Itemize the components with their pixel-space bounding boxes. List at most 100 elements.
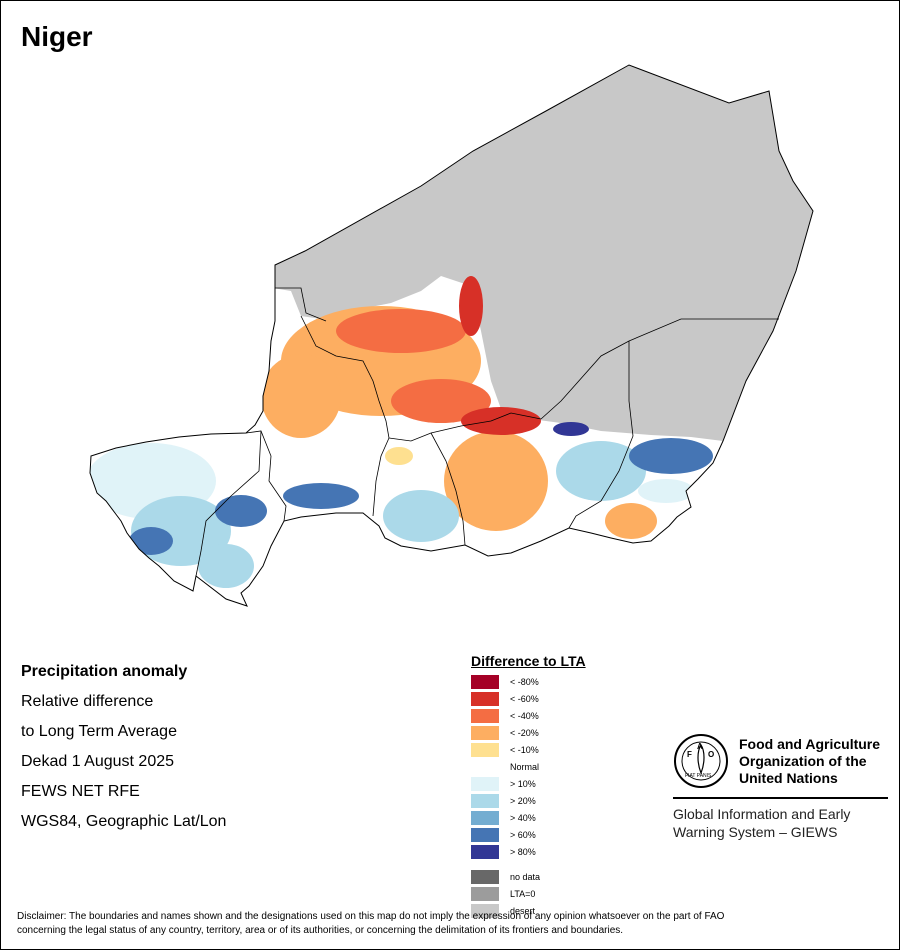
legend-label: no data <box>510 871 541 882</box>
legend-item: > 10% <box>471 775 651 792</box>
fao-divider <box>673 797 888 799</box>
legend: Difference to LTA < -80% < -60% < -40% < -2… <box>471 653 651 919</box>
region-boundary <box>372 437 390 517</box>
info-line: Relative difference <box>21 693 154 710</box>
anomaly-layer <box>90 65 813 588</box>
map-info: Precipitation anomaly Relative differenc… <box>21 657 226 837</box>
fao-logo-letter-f: F <box>687 750 692 759</box>
anomaly-wet-strong <box>283 483 359 509</box>
legend-gap <box>471 860 651 868</box>
info-projection: WGS84, Geographic Lat/Lon <box>21 813 227 830</box>
legend-item: > 20% <box>471 792 651 809</box>
legend-swatch <box>471 869 499 884</box>
anomaly-dry-strong <box>336 309 466 353</box>
legend-item: desert <box>471 902 651 919</box>
fao-name-line: United Nations <box>739 769 838 786</box>
region-boundary <box>195 430 262 577</box>
disclaimer: Disclaimer: The boundaries and names sho… <box>17 910 887 938</box>
anomaly-wet-strong <box>215 495 267 527</box>
giews-line: Warning System – GIEWS <box>673 824 838 840</box>
legend-label: > 40% <box>510 812 536 823</box>
disclaimer-line: concerning the legal status of any count… <box>17 925 624 936</box>
legend-item: < -10% <box>471 741 651 758</box>
fao-name-line: Food and Agriculture <box>739 735 881 752</box>
legend-item: < -40% <box>471 707 651 724</box>
legend-item: > 60% <box>471 826 651 843</box>
anomaly-wet-moderate <box>383 490 459 542</box>
info-heading: Precipitation anomaly <box>21 663 188 680</box>
legend-swatch <box>471 810 499 825</box>
info-date: Dekad 1 August 2025 <box>21 753 175 770</box>
legend-label: Normal <box>510 761 540 772</box>
anomaly-dry-severe <box>461 407 541 435</box>
legend-swatch <box>471 793 499 808</box>
legend-label: > 10% <box>510 778 536 789</box>
legend-label: > 20% <box>510 795 536 806</box>
legend-label: < -60% <box>510 693 539 704</box>
legend-swatch <box>471 742 499 757</box>
legend-swatch <box>471 903 499 918</box>
info-line: to Long Term Average <box>21 723 177 740</box>
anomaly-dry-moderate <box>605 503 657 539</box>
region-boundary <box>275 287 327 322</box>
legend-swatch <box>471 759 499 774</box>
legend-item: Normal <box>471 758 651 775</box>
legend-label: > 60% <box>510 829 536 840</box>
anomaly-dry-moderate <box>261 354 341 438</box>
info-source: FEWS NET RFE <box>21 783 140 800</box>
legend-label: < -80% <box>510 676 539 687</box>
legend-item: > 40% <box>471 809 651 826</box>
giews-line: Global Information and Early <box>673 806 851 822</box>
legend-swatch <box>471 827 499 842</box>
fao-logo-icon: F A O FIAT PANIS <box>674 734 728 788</box>
disclaimer-line: Disclaimer: The boundaries and names sho… <box>17 911 725 922</box>
region-boundary <box>300 315 390 439</box>
fao-name: Food and Agriculture Organization of the… <box>739 736 880 787</box>
legend-swatch <box>471 691 499 706</box>
region-boundary <box>430 432 466 546</box>
admin-boundaries <box>195 287 779 577</box>
anomaly-dry-moderate <box>444 431 548 531</box>
fao-name-line: Organization of the <box>739 752 867 769</box>
anomaly-dry-strong <box>391 379 491 423</box>
desert-area <box>261 65 813 441</box>
niger-country <box>89 64 814 607</box>
map-title: Niger <box>21 21 93 52</box>
legend-item: < -20% <box>471 724 651 741</box>
anomaly-dry-severe <box>459 276 483 336</box>
legend-label: < -40% <box>510 710 539 721</box>
legend-swatch <box>471 776 499 791</box>
legend-item: no data <box>471 868 651 885</box>
legend-label: LTA=0 <box>510 888 536 899</box>
legend-item: < -60% <box>471 690 651 707</box>
legend-title: Difference to LTA <box>471 653 586 669</box>
region-boundary <box>245 430 287 522</box>
region-boundary <box>540 318 779 420</box>
anomaly-dry-slight <box>385 447 413 465</box>
fao-logo-letter-o: O <box>708 750 714 759</box>
legend-label: > 80% <box>510 846 536 857</box>
legend-label: < -20% <box>510 727 539 738</box>
legend-item: > 80% <box>471 843 651 860</box>
anomaly-wet-strong <box>629 438 713 474</box>
fao-logo-letter-a: A <box>697 742 703 751</box>
region-boundary <box>388 412 542 442</box>
anomaly-wet-strong <box>129 527 173 555</box>
legend-label: desert <box>510 905 536 916</box>
legend-swatch <box>471 708 499 723</box>
anomaly-wet-moderate <box>198 544 254 588</box>
legend-swatch <box>471 844 499 859</box>
anomaly-wet-severe <box>553 422 589 436</box>
legend-swatch <box>471 674 499 689</box>
anomaly-wet-slight <box>638 479 694 503</box>
fao-logo-motto: FIAT PANIS <box>685 773 712 779</box>
region-boundary <box>568 341 634 529</box>
legend-item: < -80% <box>471 673 651 690</box>
legend-swatch <box>471 725 499 740</box>
legend-extra-items: no data LTA=0 desert <box>471 868 651 919</box>
legend-items: < -80% < -60% < -40% < -20% < -10% Normal > 10… <box>471 673 651 860</box>
legend-item: LTA=0 <box>471 885 651 902</box>
country-border <box>89 64 814 607</box>
